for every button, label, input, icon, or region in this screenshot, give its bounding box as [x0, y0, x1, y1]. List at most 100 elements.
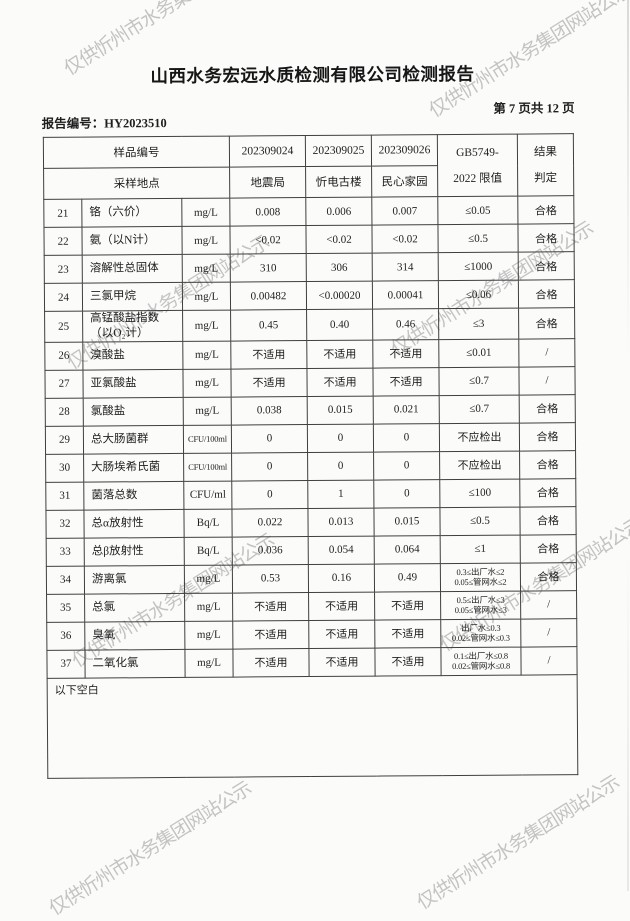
table-row: 29 总大肠菌群 CFU/100ml 0 0 0 不应检出 合格 — [45, 422, 576, 455]
unit: mg/L — [181, 226, 231, 255]
limit-value: 0.5≤出厂水≤3 0.05≤管网水≤3 — [440, 590, 521, 620]
value-sample-3: 0.007 — [371, 196, 438, 226]
table-row: 28 氯酸盐 mg/L 0.038 0.015 0.021 ≤0.7 合格 — [45, 394, 576, 427]
value-sample-1: 不适用 — [232, 648, 310, 677]
sample-id-label: 样品编号 — [43, 136, 230, 169]
judgement: 合格 — [519, 422, 576, 451]
value-sample-3: 不适用 — [374, 619, 441, 648]
value-sample-3: 0 — [373, 451, 440, 480]
unit: mg/L — [182, 340, 231, 370]
table-row: 21 铬（六价） mg/L 0.008 0.006 0.007 ≤0.05 合格 — [43, 195, 574, 228]
value-sample-2: 0.40 — [306, 309, 373, 341]
unit: CFU/100ml — [183, 424, 232, 454]
limit-value: ≤0.5 — [437, 224, 519, 253]
item-name: 氨（以N计） — [81, 226, 183, 256]
judgement: 合格 — [519, 450, 576, 479]
value-sample-3: 不适用 — [374, 591, 441, 620]
limit-value: ≤0.7 — [438, 366, 520, 396]
value-sample-3: 0.00041 — [372, 280, 439, 310]
item-name: 溴酸盐 — [82, 341, 183, 370]
location-2: 忻电古楼 — [305, 166, 372, 198]
row-number: 26 — [44, 341, 83, 371]
value-sample-2: <0.02 — [305, 225, 373, 254]
limit-value: ≤3 — [438, 308, 519, 340]
value-sample-1: <0.02 — [229, 225, 307, 255]
limit-value: 出厂水≤0.3 0.02≤管网水≤0.3 — [440, 618, 521, 648]
judgement: 合格 — [519, 394, 576, 423]
unit: Bq/L — [184, 536, 233, 566]
value-sample-1: 不适用 — [230, 340, 307, 369]
scanner-edge-artifact — [627, 0, 629, 891]
judgement: 合格 — [520, 534, 577, 563]
table-row: 37 二氧化氯 mg/L 不适用 不适用 不适用 0.1≤出厂水≤0.8 0.02≤管网水≤… — [46, 646, 578, 679]
value-sample-2: 0 — [307, 423, 374, 453]
value-sample-2: 不适用 — [308, 647, 376, 677]
unit: mg/L — [184, 564, 233, 594]
location-3: 民心家园 — [371, 165, 438, 198]
table-row: 22 氨（以N计） mg/L <0.02 <0.02 <0.02 ≤0.5 合格 — [43, 223, 575, 256]
sample-number-3: 202309026 — [371, 134, 438, 167]
item-name: 总β放射性 — [84, 537, 185, 566]
unit: mg/L — [181, 198, 230, 227]
table-row: 25 高锰酸盐指数 （以O₂计） mg/L 0.45 0.40 0.46 ≤3 合格 — [44, 307, 575, 343]
sampling-location-label: 采样地点 — [43, 167, 230, 200]
limit-value: ≤0.7 — [439, 394, 520, 424]
item-name: 高锰酸盐指数 （以O₂计） — [82, 310, 183, 342]
value-sample-1: 0.45 — [230, 309, 307, 341]
value-sample-2: 0.013 — [307, 507, 375, 537]
value-sample-1: 不适用 — [230, 368, 308, 397]
item-name: 亚氯酸盐 — [82, 369, 184, 398]
value-sample-1: 0 — [231, 480, 308, 509]
limit-value: ≤100 — [439, 478, 520, 508]
unit: mg/L — [184, 648, 234, 678]
judgement: / — [520, 590, 577, 619]
limit-value: ≤0.06 — [438, 280, 519, 309]
value-sample-1: 310 — [230, 253, 307, 283]
result-column-header: 结果 判定 — [517, 133, 574, 197]
sample-number-1: 202309024 — [229, 135, 306, 168]
value-sample-3: 0.46 — [372, 308, 439, 340]
row-number: 30 — [45, 453, 84, 483]
unit: mg/L — [182, 254, 231, 283]
table-row: 26 溴酸盐 mg/L 不适用 不适用 不适用 ≤0.01/ — [44, 338, 575, 371]
row-number: 36 — [46, 621, 85, 651]
value-sample-1: 0.53 — [232, 564, 309, 593]
blank-section-row: 以下空白 — [47, 674, 578, 779]
item-name: 大肠埃希氏菌 — [83, 453, 184, 482]
judgement: 合格 — [520, 562, 577, 591]
value-sample-1: 0.038 — [231, 396, 308, 425]
row-number: 27 — [44, 369, 84, 399]
value-sample-3: 0.015 — [373, 507, 441, 536]
limit-value: ≤0.01 — [438, 338, 519, 368]
judgement: 合格 — [518, 251, 575, 281]
row-number: 22 — [43, 227, 83, 256]
value-sample-3: 0 — [373, 423, 440, 452]
value-sample-1: 不适用 — [232, 620, 309, 649]
item-name: 氯酸盐 — [83, 397, 184, 426]
item-name: 总α放射性 — [83, 509, 185, 538]
value-sample-2: 不适用 — [306, 339, 373, 369]
blank-section-note: 以下空白 — [47, 674, 578, 779]
page-indicator: 第 7 页共 12 页 — [493, 101, 575, 116]
value-sample-3: 不适用 — [372, 367, 440, 396]
unit: mg/L — [182, 282, 231, 311]
item-name: 游离氯 — [84, 565, 185, 594]
judgement: / — [520, 646, 578, 675]
value-sample-1: 0.00482 — [230, 281, 307, 311]
results-table: 样品编号 202309024 202309025 202309026 GB574… — [43, 133, 578, 779]
value-sample-1: 不适用 — [232, 592, 309, 621]
value-sample-2: 0 — [307, 451, 374, 481]
limit-value: ≤1 — [440, 534, 521, 564]
header-row-sample-id: 样品编号 202309024 202309025 202309026 GB574… — [43, 133, 574, 197]
unit: Bq/L — [183, 508, 233, 538]
value-sample-2: <0.00020 — [306, 281, 373, 310]
limit-value: ≤0.5 — [439, 506, 521, 536]
item-name: 溶解性总固体 — [82, 254, 183, 284]
table-row: 36 臭氧 mg/L 不适用 不适用 不适用 出厂水≤0.3 0.02≤管网水≤0.3/ — [46, 618, 577, 651]
table-row: 27 亚氯酸盐 mg/L 不适用 不适用 不适用 ≤0.7/ — [44, 366, 576, 399]
value-sample-3: 0 — [373, 479, 440, 508]
report-title: 山西水务宏远水质检测有限公司检测报告 — [150, 63, 475, 87]
limit-value: ≤0.05 — [437, 196, 518, 225]
judgement: 合格 — [519, 478, 576, 507]
location-1: 地震局 — [229, 166, 306, 199]
